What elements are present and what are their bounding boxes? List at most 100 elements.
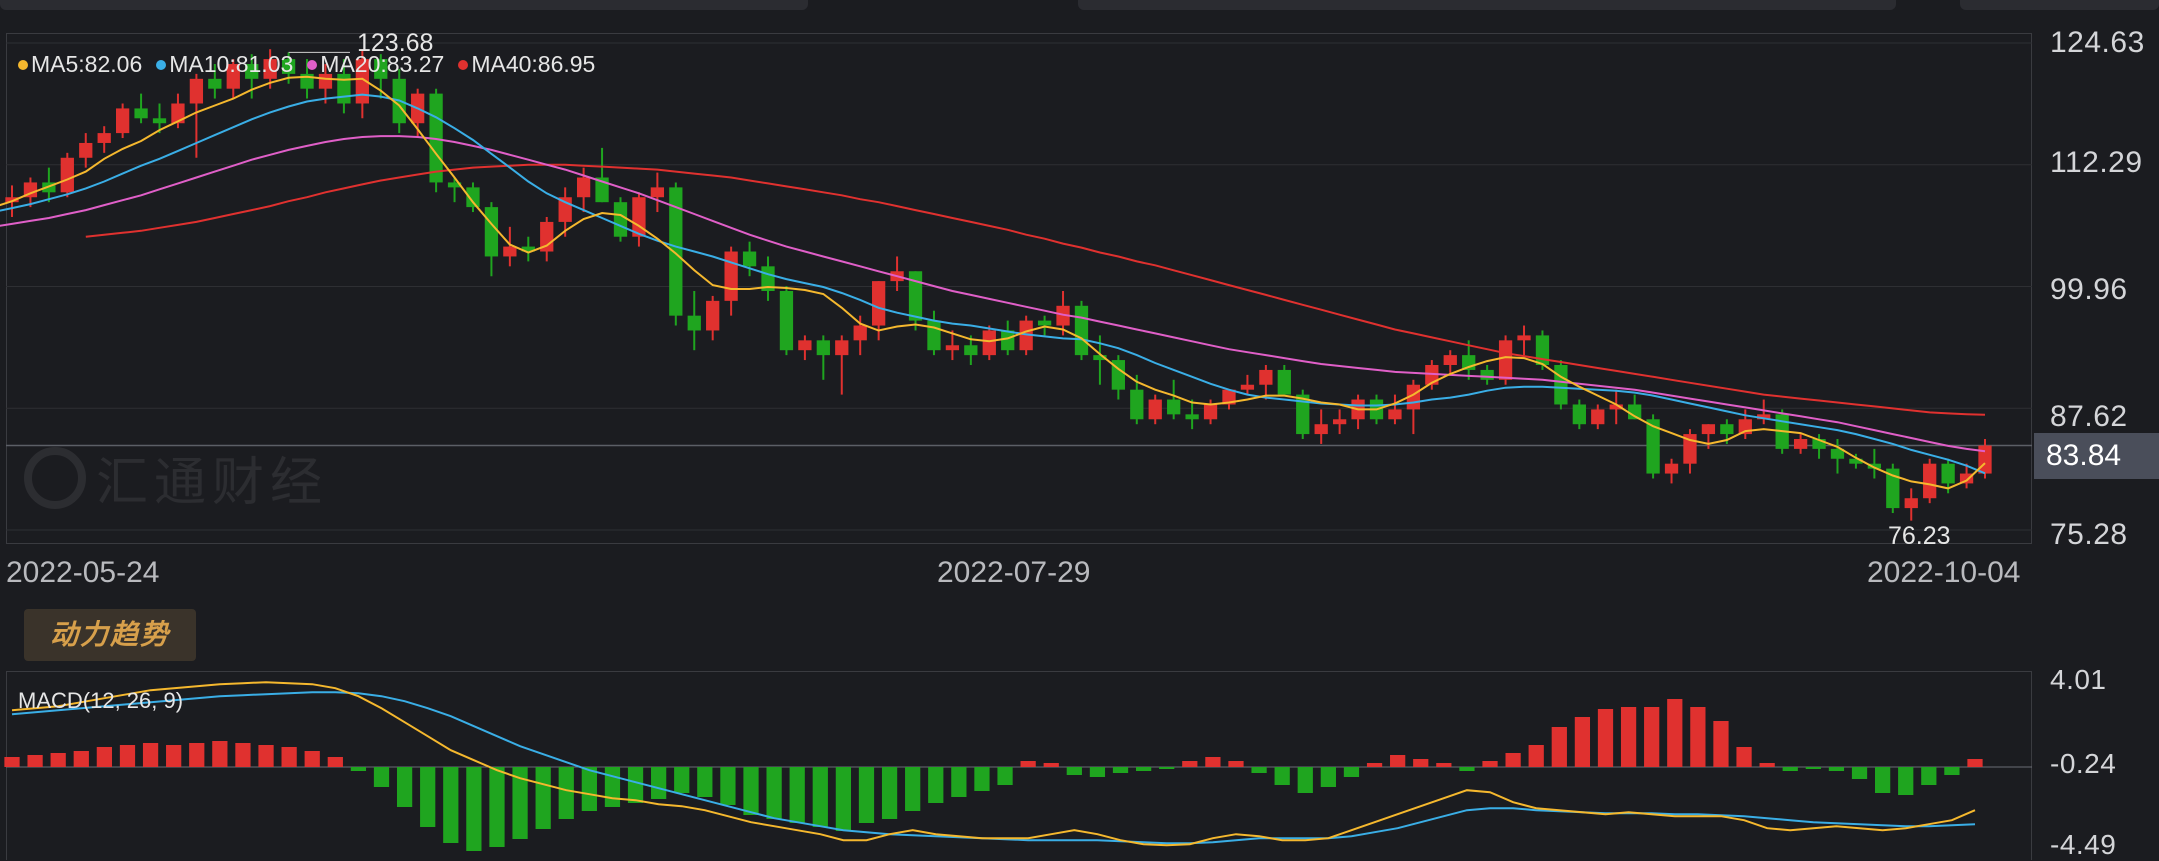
macd-histogram-bar [27,755,43,767]
candle-body [1332,419,1347,425]
macd-histogram-bar [1828,767,1845,771]
candle-body [1812,439,1826,449]
macd-histogram-bar [812,767,828,827]
candle-body [613,202,628,237]
macd-y-tick-label: -0.24 [2050,748,2117,779]
candle-body [724,251,738,301]
candle-body [853,325,867,341]
macd-histogram-bar [1967,759,1983,767]
candle-body [816,340,830,356]
macd-histogram-bar [258,745,274,767]
candle-body [79,142,93,158]
macd-histogram-bar [1020,761,1036,767]
macd-histogram-bar [142,743,159,767]
macd-histogram-bar [881,767,898,819]
candle-body [1757,414,1771,420]
macd-histogram-bar [73,751,89,767]
indicator-button[interactable]: 动力趋势 [24,609,196,661]
top-tab-bar-end[interactable] [1960,0,2159,10]
candle-body [1001,330,1015,351]
low-annotation: 76.23 [1888,522,1951,550]
macd-histogram-bar [1089,767,1106,777]
macd-histogram-bar [96,747,112,767]
candle-body [576,177,591,198]
candle-body [447,182,462,188]
macd-histogram-bar [212,741,228,767]
candle-body [1609,404,1623,410]
candle-body [152,118,167,124]
candle-body [355,59,369,104]
candle-body [669,187,683,316]
macd-histogram-bar [466,767,482,851]
macd-histogram-bar [1505,753,1521,767]
legend-ma20: MA20:83.27 [307,51,444,78]
macd-histogram-bar [928,767,944,803]
candle-body [1296,394,1310,435]
ma5-line [0,75,1986,490]
macd-histogram-bar [420,767,436,827]
candle-body [1646,419,1660,474]
candle-body [1886,468,1900,509]
candle-body [927,320,941,351]
macd-histogram-bar [50,753,66,767]
top-tab-bar-left[interactable] [0,0,808,10]
macd-histogram-bar [235,743,251,767]
macd-histogram-bar [1112,767,1129,773]
candle-body [97,133,111,143]
legend-ma20-dot [307,59,318,70]
candle-body [798,340,812,351]
macd-histogram-bar [1274,767,1290,785]
candle-body [779,290,794,351]
macd-histogram-bar [1343,767,1360,777]
candle-body [1830,448,1845,459]
candle-body [1923,463,1937,499]
macd-histogram-bar [789,767,805,823]
x-tick-label: 2022-10-04 [1867,556,2021,589]
top-tab-bar-right[interactable] [1078,0,1896,10]
macd-histogram-bar [1690,707,1706,767]
candle-body [1443,355,1457,366]
y-tick-label: 75.28 [2050,518,2128,551]
macd-histogram-bar [951,767,967,797]
candle-body [982,330,996,356]
legend-ma5-dot [18,59,28,70]
macd-histogram-bar [743,767,759,815]
candle-body [964,345,978,356]
legend-ma40-label: MA40:86.95 [471,51,596,77]
candle-body [466,187,480,208]
macd-histogram-bar [558,767,574,819]
macd-histogram-bar [974,767,990,791]
candle-body [1259,369,1273,385]
macd-y-tick-label: 4.01 [2050,664,2107,695]
candle-body [23,182,38,198]
macd-histogram-bar [1759,763,1775,767]
candle-body [134,108,148,119]
candle-body [1148,399,1162,420]
candle-body [484,207,499,257]
price-panel[interactable] [6,33,2032,544]
candle-body [1720,424,1734,435]
macd-histogram-bar [166,745,182,767]
macd-histogram-bar [489,767,505,847]
candle-body [1480,369,1494,380]
candle-body [1093,355,1107,361]
macd-histogram-bar [766,767,782,819]
candle-body [835,340,849,356]
macd-histogram-bar [1482,761,1498,767]
macd-histogram-bar [1944,767,1960,775]
macd-histogram-bar [835,767,852,831]
candle-body [1701,424,1716,435]
candle-body [1185,414,1199,420]
candle-body [1849,458,1863,464]
macd-histogram-bar [1921,767,1937,785]
candle-body [1554,365,1568,405]
candle-body [945,345,960,351]
macd-histogram-bar [535,767,551,829]
legend-ma40: MA40:86.95 [458,51,595,78]
macd-histogram-bar [1620,707,1637,767]
legend-ma20-label: MA20:83.27 [320,51,445,77]
x-tick-label: 2022-05-24 [6,556,160,589]
candle-body [1314,424,1328,435]
